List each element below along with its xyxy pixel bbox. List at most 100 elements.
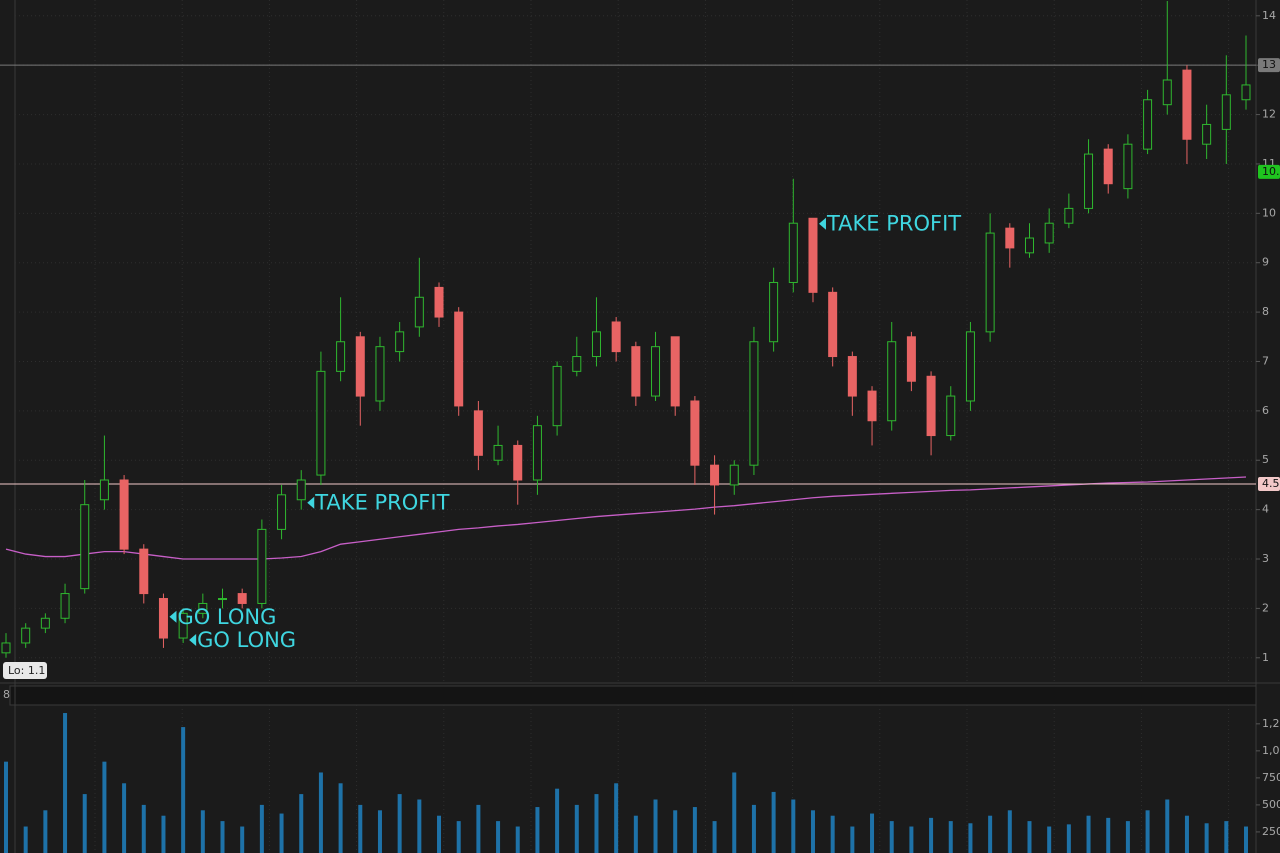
y-tick-label: 12 — [1262, 108, 1276, 121]
volume-panel-label: 8 — [3, 688, 10, 701]
candle-body — [690, 400, 700, 466]
volume-bar — [830, 815, 835, 853]
volume-bar — [1165, 799, 1170, 853]
candle-body — [1143, 99, 1153, 150]
candle-body — [277, 494, 287, 530]
volume-bar — [692, 807, 697, 853]
volume-tick-label: 500 — [1262, 798, 1280, 811]
volume-bar — [1007, 810, 1012, 853]
volume-bar — [810, 810, 815, 853]
volume-bar — [299, 794, 304, 853]
candle-body — [808, 217, 818, 293]
candle-body — [198, 602, 208, 614]
volume-bar — [102, 761, 107, 853]
volume-bar — [437, 815, 442, 853]
y-tick-label: 1 — [1262, 651, 1269, 664]
volume-bar — [889, 821, 894, 853]
candle-body — [710, 464, 720, 486]
moving-average — [5, 476, 1247, 560]
volume-bar — [594, 794, 599, 853]
volume-bar — [1244, 826, 1248, 853]
volume-bar — [259, 804, 264, 853]
candle-body — [651, 346, 661, 397]
volume-bar — [791, 799, 796, 853]
candle-body — [158, 598, 168, 639]
candle-body — [60, 593, 70, 619]
candle-body — [40, 617, 50, 629]
candle-body — [1005, 227, 1015, 249]
price-label: 10. — [1262, 165, 1280, 178]
candle-body — [985, 232, 995, 333]
volume-bar — [200, 810, 205, 853]
candle-body — [414, 296, 424, 328]
candle-body — [99, 479, 109, 501]
volume-bar — [1145, 810, 1150, 853]
volume-bar — [1047, 826, 1052, 853]
volume-bar — [279, 813, 284, 853]
y-tick-label: 10 — [1262, 206, 1276, 219]
candle-body — [296, 479, 306, 501]
volume-bar — [141, 804, 146, 853]
volume-bar — [909, 826, 914, 853]
candle-body — [552, 365, 562, 427]
candle-body — [473, 410, 483, 456]
y-tick-label: 2 — [1262, 601, 1269, 614]
volume-bar — [240, 826, 245, 853]
volume-bar — [23, 826, 28, 853]
candle-body — [1044, 222, 1054, 244]
candle-body — [1103, 148, 1113, 185]
volume-bar — [535, 807, 540, 853]
volume-bar — [1204, 823, 1209, 853]
candle-body — [1, 642, 11, 654]
candle-body — [1123, 143, 1133, 190]
low-label-box — [3, 662, 47, 679]
low-label: Lo: 1.1 — [8, 664, 45, 677]
candle-body — [867, 390, 877, 422]
volume-bar — [653, 799, 658, 853]
volume-bar — [1125, 821, 1130, 853]
candle-body — [611, 321, 621, 353]
annotation-label: TAKE PROFIT — [826, 212, 961, 236]
y-tick-label: 6 — [1262, 404, 1269, 417]
annotation-marker — [169, 610, 177, 623]
volume-bar — [456, 821, 461, 853]
annotation-label: GO LONG — [177, 605, 276, 629]
candle-body — [395, 331, 405, 353]
volume-bar — [43, 810, 48, 853]
candle-body — [1241, 84, 1251, 101]
volume-bar — [82, 794, 87, 853]
candle-body — [1202, 123, 1212, 145]
volume-bar — [555, 788, 560, 853]
candle-body — [513, 444, 523, 481]
candle-body — [1084, 153, 1094, 209]
annotation-label: GO LONG — [197, 628, 296, 652]
candle-body — [591, 331, 601, 358]
candle-body — [178, 612, 188, 639]
candle-body — [257, 528, 267, 604]
candle-body — [493, 444, 503, 461]
candle-body — [965, 331, 975, 402]
candle-body — [139, 548, 149, 595]
volume-bar — [751, 804, 756, 853]
candle-body — [1162, 79, 1172, 106]
volume-bar — [496, 821, 501, 853]
volume-bar — [63, 713, 68, 853]
candle-body — [375, 346, 385, 402]
volume-bar — [732, 772, 737, 853]
volume-bar — [771, 791, 776, 853]
volume-bar — [417, 799, 422, 853]
annotation-marker — [818, 217, 826, 230]
volume-bar — [377, 810, 382, 853]
candle-body — [946, 395, 956, 437]
volume-bar — [1086, 815, 1091, 853]
volume-tick-label: 1,25 — [1262, 717, 1280, 730]
volume-tick-label: 750 — [1262, 771, 1280, 784]
candle-body — [434, 286, 444, 318]
candle-body — [80, 504, 90, 590]
volume-bar — [988, 815, 993, 853]
candle-body — [729, 464, 739, 486]
volume-bar — [4, 761, 8, 853]
